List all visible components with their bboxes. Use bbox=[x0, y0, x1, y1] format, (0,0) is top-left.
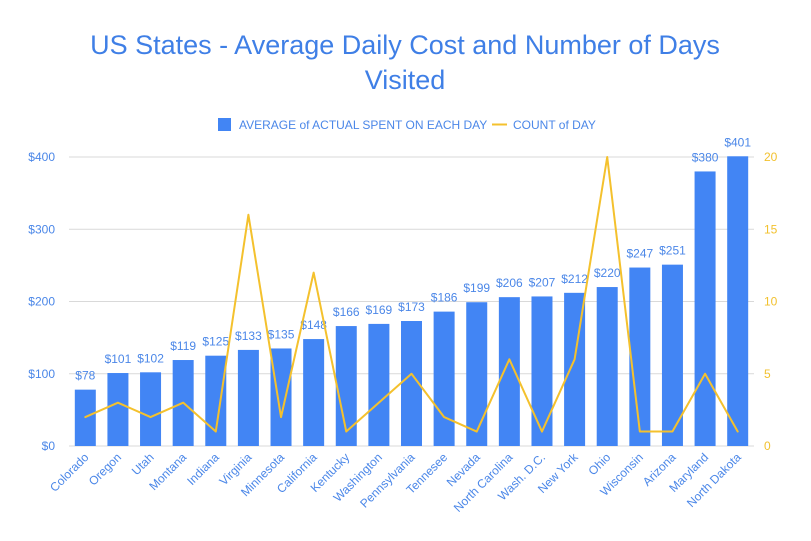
bar-value-label: $380 bbox=[692, 150, 719, 164]
legend-bar-label: AVERAGE of ACTUAL SPENT ON EACH DAY bbox=[239, 118, 487, 132]
right-axis-tick-label: 10 bbox=[764, 295, 778, 309]
bar bbox=[335, 326, 357, 446]
bar bbox=[270, 348, 292, 446]
bar-data-labels: $78 $101 $102 $119 $125 $133 $135 $148 $166 $169 $… bbox=[75, 135, 751, 382]
bar-value-label: $101 bbox=[105, 352, 132, 366]
bar-value-label: $207 bbox=[529, 275, 556, 289]
x-axis-category-label: Oregon bbox=[86, 450, 124, 488]
left-axis-tick-label: $200 bbox=[28, 295, 55, 309]
bar-value-label: $212 bbox=[561, 272, 588, 286]
bar bbox=[661, 264, 683, 446]
bar-value-label: $173 bbox=[398, 300, 425, 314]
legend-line-label: COUNT of DAY bbox=[513, 118, 596, 132]
bar-value-label: $247 bbox=[626, 247, 653, 261]
chart-title-line-2: Visited bbox=[365, 65, 446, 95]
bar-value-label: $148 bbox=[300, 318, 327, 332]
left-axis-tick-label: $0 bbox=[42, 439, 56, 453]
bar bbox=[401, 321, 422, 446]
bar-value-label: $199 bbox=[463, 281, 490, 295]
bar-value-label: $135 bbox=[268, 327, 295, 341]
bar bbox=[107, 373, 129, 446]
bar bbox=[694, 171, 716, 446]
bar-value-label: $166 bbox=[333, 305, 360, 319]
right-axis: 0 5 10 15 20 bbox=[764, 150, 778, 453]
count-line-series bbox=[84, 156, 739, 433]
legend: AVERAGE of ACTUAL SPENT ON EACH DAY COUN… bbox=[218, 118, 596, 132]
bar-value-label: $206 bbox=[496, 276, 523, 290]
x-axis-category-label: Colorado bbox=[47, 450, 92, 495]
bar bbox=[433, 311, 455, 446]
bar-value-label: $220 bbox=[594, 266, 621, 280]
bar-value-label: $401 bbox=[724, 135, 751, 149]
bar-value-label: $78 bbox=[75, 369, 95, 383]
bar bbox=[466, 302, 488, 446]
x-axis-category-label: Indiana bbox=[184, 450, 222, 488]
bar bbox=[205, 355, 227, 446]
bar bbox=[303, 339, 325, 446]
left-axis: $0 $100 $200 $300 $400 bbox=[28, 150, 55, 453]
left-axis-tick-label: $100 bbox=[28, 367, 55, 381]
bar bbox=[368, 323, 390, 446]
right-axis-tick-label: 15 bbox=[764, 222, 778, 236]
bar bbox=[596, 287, 618, 446]
bar bbox=[727, 156, 749, 446]
bar bbox=[498, 297, 520, 446]
bar bbox=[140, 372, 162, 446]
left-axis-tick-label: $300 bbox=[28, 222, 55, 236]
bar-value-label: $125 bbox=[202, 335, 229, 349]
bar bbox=[237, 349, 259, 446]
left-axis-tick-label: $400 bbox=[28, 150, 55, 164]
bar-value-label: $186 bbox=[431, 291, 458, 305]
right-axis-tick-label: 20 bbox=[764, 150, 778, 164]
right-axis-tick-label: 0 bbox=[764, 439, 771, 453]
bar-value-label: $119 bbox=[170, 339, 196, 353]
bar-value-label: $102 bbox=[137, 351, 164, 365]
bar bbox=[531, 296, 553, 446]
x-axis-category-label: Ohio bbox=[586, 450, 614, 478]
bar-value-label: $251 bbox=[659, 244, 686, 258]
chart-title-line-1: US States - Average Daily Cost and Numbe… bbox=[90, 30, 720, 60]
bar bbox=[629, 267, 651, 446]
right-axis-tick-label: 5 bbox=[764, 367, 771, 381]
bar-value-label: $169 bbox=[366, 303, 393, 317]
x-axis-category-label: Utah bbox=[129, 450, 157, 478]
legend-bar-swatch bbox=[218, 118, 231, 131]
bar-value-label: $133 bbox=[235, 329, 262, 343]
